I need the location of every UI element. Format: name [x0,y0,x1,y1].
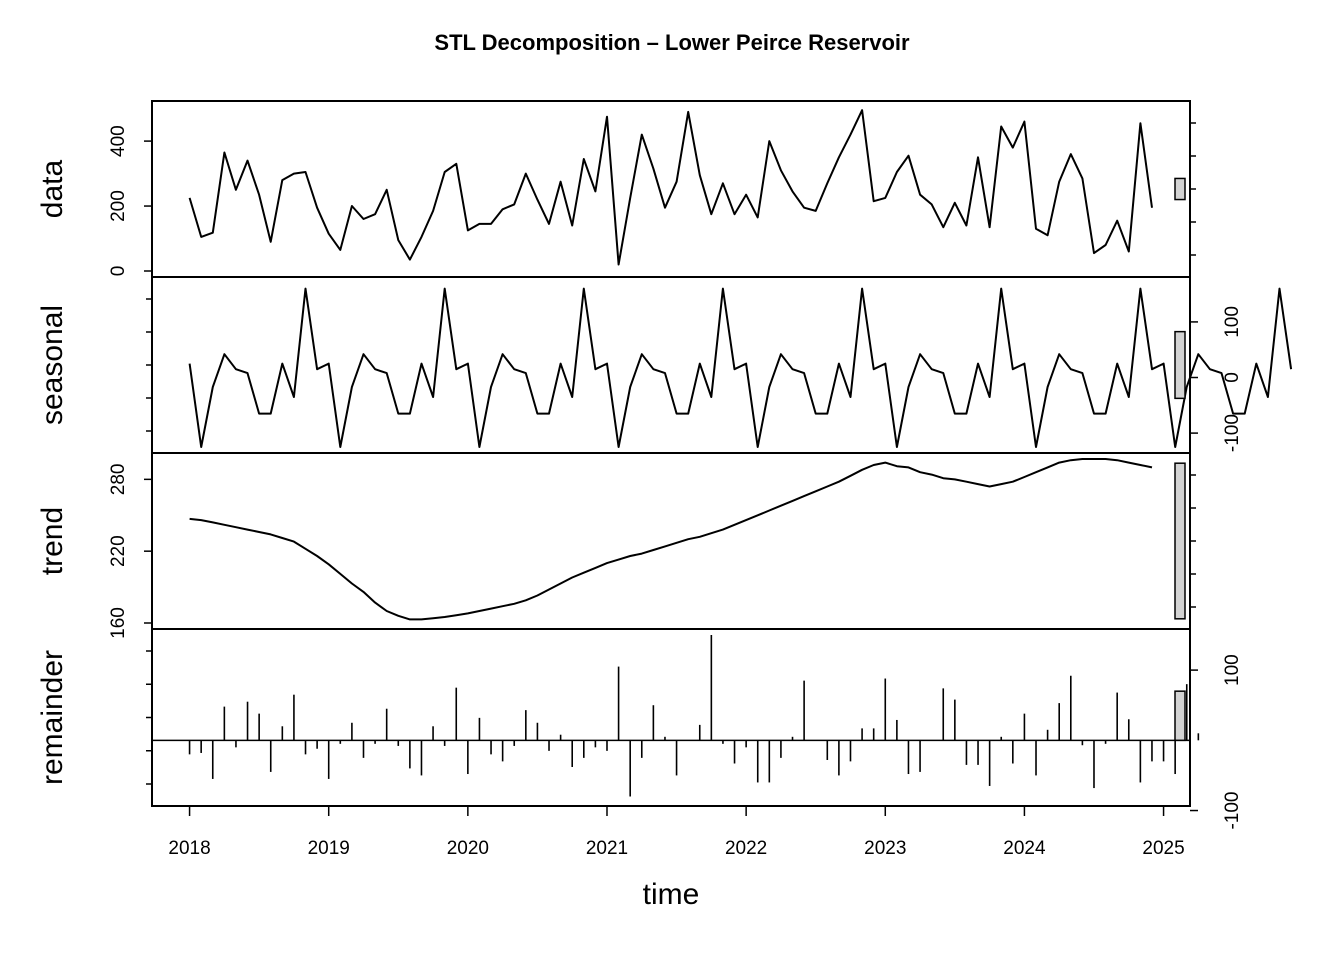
x-tick-label: 2025 [1142,838,1184,859]
trend-y-tick-label: 160 [108,607,129,639]
x-tick-label: 2018 [168,838,210,859]
panel-seasonal: -100 0 100 seasonal [36,276,1293,454]
scale-bar-data [1174,177,1186,201]
trend-series-line [189,458,1153,621]
x-tick-label: 2020 [447,838,489,859]
trend-y-tick-label: 280 [108,463,129,495]
x-axis: 2018 2019 2020 2021 2022 2023 2024 2025 [168,806,1185,859]
data-y-tick-label: 0 [108,266,129,277]
x-tick-label: 2023 [864,838,906,859]
panel-frame-trend [151,452,1191,630]
panel-data: 0 200 400 data [36,100,1196,278]
remainder-y-tick-label: -100 [1222,792,1243,830]
panel-frame-data [151,100,1191,278]
seasonal-y-tick-label: 0 [1222,372,1243,383]
seasonal-series-line [188,287,1293,448]
panels: 0 200 400 data -100 0 100 seasonal 160 220 280 tren… [36,100,1293,830]
panel-label-seasonal: seasonal [36,305,69,425]
x-tick-label: 2021 [586,838,628,859]
chart-title: STL Decomposition – Lower Peirce Reservo… [434,30,910,55]
data-series-line [188,109,1153,266]
x-tick-label: 2019 [308,838,350,859]
data-y-tick-label: 400 [108,125,129,157]
panel-frame-remainder [151,628,1191,807]
scale-bar-remainder [1174,690,1186,742]
remainder-y-tick-label: 100 [1222,654,1243,686]
panel-trend: 160 220 280 trend [36,452,1196,639]
x-axis-label: time [643,878,700,911]
x-tick-label: 2022 [725,838,767,859]
x-tick-label: 2024 [1003,838,1046,859]
data-y-tick-label: 200 [108,190,129,222]
seasonal-y-tick-label: 100 [1222,306,1243,338]
seasonal-y-tick-label: -100 [1222,414,1243,452]
scale-bar-seasonal [1174,330,1186,400]
panel-label-remainder: remainder [36,650,69,785]
panel-remainder: -100 100 remainder [36,628,1243,830]
trend-y-tick-label: 220 [108,535,129,567]
panel-label-data: data [36,159,69,218]
panel-label-trend: trend [36,507,69,575]
scale-bar-trend [1174,462,1186,620]
